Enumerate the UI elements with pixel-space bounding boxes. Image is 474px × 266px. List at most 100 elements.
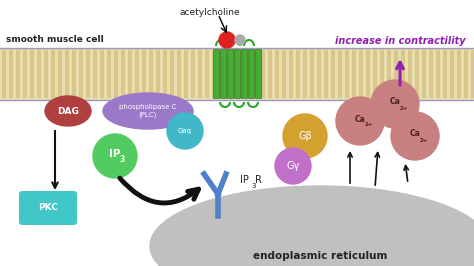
Bar — [338, 50, 342, 98]
Bar — [51, 50, 55, 98]
Bar — [464, 50, 468, 98]
Bar — [443, 50, 447, 98]
Bar — [387, 50, 391, 98]
Bar — [163, 50, 167, 98]
Bar — [282, 50, 286, 98]
FancyBboxPatch shape — [228, 49, 234, 98]
Text: IP: IP — [109, 149, 121, 159]
Bar — [205, 50, 209, 98]
Text: 3: 3 — [119, 156, 125, 164]
Bar — [184, 50, 188, 98]
Bar — [37, 50, 41, 98]
Bar — [219, 50, 223, 98]
Bar — [86, 50, 90, 98]
Bar — [79, 50, 83, 98]
Text: 3: 3 — [251, 183, 255, 189]
Bar — [317, 50, 321, 98]
Text: R: R — [255, 175, 262, 185]
Circle shape — [336, 97, 384, 145]
Bar — [16, 50, 20, 98]
Text: increase in contractility: increase in contractility — [335, 36, 465, 46]
Circle shape — [93, 134, 137, 178]
Bar — [254, 50, 258, 98]
Bar — [303, 50, 307, 98]
Text: Ca: Ca — [390, 98, 401, 106]
Bar — [359, 50, 363, 98]
Text: Ca: Ca — [410, 130, 420, 139]
Text: 2+: 2+ — [365, 123, 373, 127]
Bar — [268, 50, 272, 98]
Bar — [107, 50, 111, 98]
Ellipse shape — [150, 186, 474, 266]
Ellipse shape — [45, 96, 91, 126]
Circle shape — [283, 114, 327, 158]
Bar — [289, 50, 293, 98]
Circle shape — [235, 35, 245, 45]
Bar — [9, 50, 13, 98]
Bar — [149, 50, 153, 98]
FancyBboxPatch shape — [235, 49, 240, 98]
Bar — [114, 50, 118, 98]
Bar — [429, 50, 433, 98]
Text: 2+: 2+ — [400, 106, 408, 110]
FancyBboxPatch shape — [255, 49, 262, 98]
Circle shape — [167, 113, 203, 149]
Bar — [324, 50, 328, 98]
Text: IP: IP — [240, 175, 249, 185]
Text: smooth muscle cell: smooth muscle cell — [6, 35, 104, 44]
Bar — [422, 50, 426, 98]
Bar — [93, 50, 97, 98]
Bar — [58, 50, 62, 98]
Text: acetylcholine: acetylcholine — [180, 8, 240, 17]
Circle shape — [371, 80, 419, 128]
Bar — [44, 50, 48, 98]
Bar — [261, 50, 265, 98]
Bar — [436, 50, 440, 98]
Ellipse shape — [103, 93, 193, 129]
Bar — [471, 50, 474, 98]
Bar — [72, 50, 76, 98]
Bar — [156, 50, 160, 98]
Bar — [394, 50, 398, 98]
Text: 2+: 2+ — [420, 138, 428, 143]
Bar — [408, 50, 412, 98]
Bar — [240, 50, 244, 98]
Text: Gγ: Gγ — [286, 161, 300, 171]
Bar — [233, 50, 237, 98]
Bar — [366, 50, 370, 98]
Text: Ca: Ca — [355, 114, 365, 123]
Bar — [380, 50, 384, 98]
Bar — [401, 50, 405, 98]
Text: DAG: DAG — [57, 106, 79, 115]
Bar — [100, 50, 104, 98]
Bar — [142, 50, 146, 98]
Text: Gaq: Gaq — [178, 128, 192, 134]
Bar — [121, 50, 125, 98]
Bar — [450, 50, 454, 98]
FancyBboxPatch shape — [213, 49, 219, 98]
Bar — [247, 50, 251, 98]
FancyBboxPatch shape — [220, 49, 227, 98]
Bar — [275, 50, 279, 98]
Text: Gβ: Gβ — [298, 131, 312, 141]
Circle shape — [275, 148, 311, 184]
Text: endoplasmic reticulum: endoplasmic reticulum — [253, 251, 387, 261]
Bar — [296, 50, 300, 98]
FancyBboxPatch shape — [248, 49, 255, 98]
FancyBboxPatch shape — [241, 49, 247, 98]
Circle shape — [219, 32, 235, 48]
Bar — [23, 50, 27, 98]
Bar — [65, 50, 69, 98]
Circle shape — [391, 112, 439, 160]
Bar — [226, 50, 230, 98]
Bar — [2, 50, 6, 98]
Bar — [310, 50, 314, 98]
Bar — [345, 50, 349, 98]
Bar — [331, 50, 335, 98]
Text: PKC: PKC — [38, 203, 58, 213]
Bar — [415, 50, 419, 98]
Bar — [457, 50, 461, 98]
Bar — [198, 50, 202, 98]
Bar — [30, 50, 34, 98]
Bar — [177, 50, 181, 98]
